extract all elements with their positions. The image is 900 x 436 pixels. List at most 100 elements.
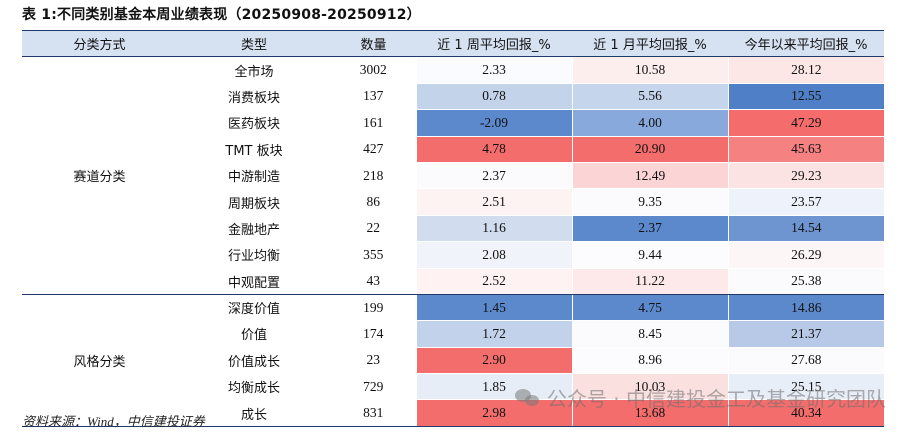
ytd-return-cell: 26.29 xyxy=(727,241,884,269)
ytd-return-cell: 47.29 xyxy=(727,109,884,137)
ytd-return-cell: 14.54 xyxy=(727,215,884,243)
fund-performance-table: 分类方式 类型 数量 近 1 周平均回报_% 近 1 月平均回报_% 今年以来平… xyxy=(22,29,884,427)
col-header-month-return: 近 1 月平均回报_% xyxy=(572,29,728,58)
type-cell: TMT 板块 xyxy=(177,136,331,163)
ytd-return-cell: 23.57 xyxy=(727,188,884,216)
table-row: 风格分类 深度价值 199 1.45 4.75 14.86 xyxy=(22,294,884,427)
table-row: 均衡成长 729 1.85 10.03 25.15 xyxy=(22,373,884,401)
col-header-type: 类型 xyxy=(177,29,331,58)
month-return-cell: 2.37 xyxy=(571,215,728,243)
table-row: 赛道分类 全市场 3002 2.33 10.58 28.12 xyxy=(22,56,884,295)
source-note: 资料来源：Wind，中信建投证券 xyxy=(22,414,205,429)
count-cell: 831 xyxy=(331,399,416,427)
week-return-cell: 1.72 xyxy=(415,320,572,348)
week-return-cell: 2.08 xyxy=(415,241,572,269)
month-return-cell: 5.56 xyxy=(571,83,728,111)
category-cell: 风格分类 xyxy=(22,294,177,427)
week-return-cell: 1.16 xyxy=(415,215,572,243)
type-cell: 价值 xyxy=(177,320,331,348)
category-cell: 赛道分类 xyxy=(22,56,177,295)
type-cell: 价值成长 xyxy=(177,347,331,375)
col-header-count: 数量 xyxy=(331,29,416,58)
ytd-return-cell: 27.68 xyxy=(727,347,884,375)
ytd-return-cell: 25.15 xyxy=(727,373,884,401)
table-row: TMT 板块 427 4.78 20.90 45.63 xyxy=(22,136,884,163)
month-return-cell: 13.68 xyxy=(571,399,728,427)
ytd-return-cell: 29.23 xyxy=(727,162,884,190)
table-title: 表 1:不同类别基金本周业绩表现（20250908-20250912） xyxy=(22,7,421,23)
week-return-cell: 1.45 xyxy=(415,294,572,322)
count-cell: 355 xyxy=(331,241,416,269)
table-row: 行业均衡 355 2.08 9.44 26.29 xyxy=(22,241,884,269)
table-row: 中游制造 218 2.37 12.49 29.23 xyxy=(22,162,884,190)
month-return-cell: 11.22 xyxy=(571,268,728,295)
col-header-category: 分类方式 xyxy=(22,29,177,58)
count-cell: 86 xyxy=(331,188,416,216)
count-cell: 161 xyxy=(331,109,416,137)
count-cell: 23 xyxy=(331,347,416,375)
table-row: 周期板块 86 2.51 9.35 23.57 xyxy=(22,188,884,216)
month-return-cell: 8.96 xyxy=(571,347,728,375)
month-return-cell: 4.75 xyxy=(571,294,728,322)
watermark: 公众号 · 中信建投金工及基金研究团队 xyxy=(514,383,886,412)
type-cell: 中游制造 xyxy=(177,162,331,190)
week-return-cell: 0.78 xyxy=(415,83,572,111)
table-row: 成长 831 2.98 13.68 40.34 xyxy=(22,399,884,427)
watermark-text: 公众号 · 中信建投金工及基金研究团队 xyxy=(546,387,886,411)
count-cell: 218 xyxy=(331,162,416,190)
table-row: 价值 174 1.72 8.45 21.37 xyxy=(22,320,884,348)
week-return-cell: 2.52 xyxy=(415,268,572,295)
week-return-cell: 4.78 xyxy=(415,136,572,163)
count-cell: 22 xyxy=(331,215,416,243)
header-row: 分类方式 类型 数量 近 1 周平均回报_% 近 1 月平均回报_% 今年以来平… xyxy=(22,29,884,58)
week-return-cell: 2.33 xyxy=(415,56,572,84)
month-return-cell: 10.58 xyxy=(571,56,728,84)
count-cell: 174 xyxy=(331,320,416,348)
month-return-cell: 9.44 xyxy=(571,241,728,269)
wechat-icon xyxy=(514,387,541,409)
ytd-return-cell: 45.63 xyxy=(727,136,884,163)
type-cell: 金融地产 xyxy=(177,215,331,243)
count-cell: 427 xyxy=(331,136,416,163)
table-row: 消费板块 137 0.78 5.56 12.55 xyxy=(22,83,884,111)
ytd-return-cell: 28.12 xyxy=(727,56,884,84)
month-return-cell: 8.45 xyxy=(571,320,728,348)
count-cell: 729 xyxy=(331,373,416,401)
table-row: 价值成长 23 2.90 8.96 27.68 xyxy=(22,347,884,375)
week-return-cell: -2.09 xyxy=(415,109,572,137)
type-cell: 深度价值 xyxy=(177,294,331,322)
col-header-ytd-return: 今年以来平均回报_% xyxy=(728,29,884,58)
ytd-return-cell: 21.37 xyxy=(727,320,884,348)
week-return-cell: 2.51 xyxy=(415,188,572,216)
week-return-cell: 1.85 xyxy=(415,373,572,401)
type-cell: 行业均衡 xyxy=(177,241,331,269)
ytd-return-cell: 12.55 xyxy=(727,83,884,111)
count-cell: 137 xyxy=(331,83,416,111)
type-cell: 全市场 xyxy=(177,56,331,84)
week-return-cell: 2.90 xyxy=(415,347,572,375)
count-cell: 43 xyxy=(331,268,416,295)
week-return-cell: 2.37 xyxy=(415,162,572,190)
month-return-cell: 4.00 xyxy=(571,109,728,137)
count-cell: 3002 xyxy=(331,56,416,84)
table-row: 中观配置 43 2.52 11.22 25.38 xyxy=(22,268,884,295)
type-cell: 均衡成长 xyxy=(177,373,331,401)
type-cell: 中观配置 xyxy=(177,268,331,295)
month-return-cell: 10.03 xyxy=(571,373,728,401)
ytd-return-cell: 40.34 xyxy=(727,399,884,427)
week-return-cell: 2.98 xyxy=(415,399,572,427)
col-header-week-return: 近 1 周平均回报_% xyxy=(416,29,572,58)
month-return-cell: 9.35 xyxy=(571,188,728,216)
month-return-cell: 12.49 xyxy=(571,162,728,190)
ytd-return-cell: 14.86 xyxy=(727,294,884,322)
ytd-return-cell: 25.38 xyxy=(727,268,884,295)
month-return-cell: 20.90 xyxy=(571,136,728,163)
type-cell: 成长 xyxy=(177,399,331,427)
type-cell: 周期板块 xyxy=(177,188,331,216)
table-row: 医药板块 161 -2.09 4.00 47.29 xyxy=(22,109,884,137)
type-cell: 消费板块 xyxy=(177,83,331,111)
type-cell: 医药板块 xyxy=(177,109,331,137)
count-cell: 199 xyxy=(331,294,416,322)
table-body: 赛道分类 全市场 3002 2.33 10.58 28.12 消费板块 137 0.78 5.56… xyxy=(22,56,884,427)
table-row: 金融地产 22 1.16 2.37 14.54 xyxy=(22,215,884,243)
